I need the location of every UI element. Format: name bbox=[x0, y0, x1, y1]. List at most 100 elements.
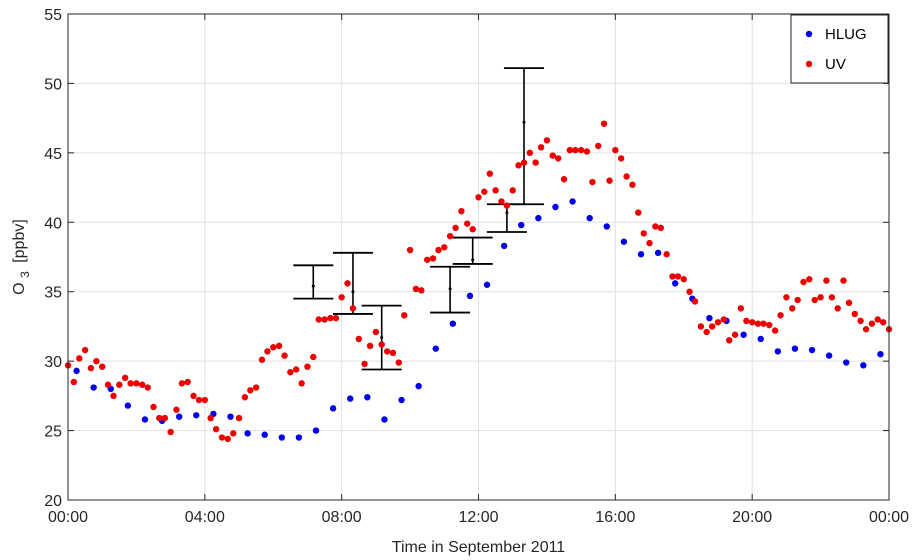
uv-point bbox=[389, 349, 397, 357]
uv-point bbox=[794, 296, 801, 304]
uv-point bbox=[862, 326, 870, 333]
uv-point bbox=[378, 341, 385, 348]
uv-point bbox=[349, 305, 357, 312]
hlug-point bbox=[843, 359, 850, 366]
legend-label-hlug: HLUG bbox=[825, 26, 867, 43]
hlug-point bbox=[312, 427, 320, 434]
uv-point bbox=[646, 239, 653, 247]
uv-point bbox=[743, 317, 750, 325]
hlug-point bbox=[620, 238, 628, 245]
y-tick-label: 25 bbox=[44, 424, 62, 441]
uv-point bbox=[76, 355, 83, 362]
x-tick-label: 08:00 bbox=[322, 509, 362, 526]
uv-point bbox=[327, 314, 334, 322]
uv-point bbox=[697, 323, 705, 330]
uv-point bbox=[452, 224, 459, 232]
error-bar-center bbox=[351, 290, 355, 294]
uv-point bbox=[93, 357, 100, 365]
uv-point bbox=[754, 320, 762, 327]
uv-point bbox=[583, 148, 591, 155]
uv-point bbox=[110, 392, 117, 400]
hlug-point bbox=[415, 382, 422, 390]
uv-point bbox=[235, 414, 243, 422]
uv-point bbox=[195, 396, 203, 404]
uv-point bbox=[834, 305, 841, 312]
uv-point bbox=[281, 352, 288, 359]
uv-point bbox=[366, 342, 374, 350]
uv-point bbox=[606, 177, 613, 184]
uv-point bbox=[252, 384, 260, 391]
uv-point bbox=[811, 296, 818, 304]
x-tick-label: 00:00 bbox=[48, 509, 88, 526]
uv-point bbox=[275, 342, 283, 350]
x-axis-label: Time in September 2011 bbox=[392, 539, 566, 556]
uv-point bbox=[270, 344, 277, 351]
uv-point bbox=[851, 310, 858, 318]
uv-point bbox=[874, 316, 881, 323]
hlug-point bbox=[500, 242, 508, 250]
uv-point bbox=[589, 178, 596, 186]
uv-point bbox=[469, 226, 476, 233]
uv-point bbox=[515, 162, 522, 169]
uv-point bbox=[703, 328, 710, 336]
uv-point bbox=[446, 232, 454, 240]
error-bar-center bbox=[311, 284, 315, 288]
uv-point bbox=[190, 392, 197, 400]
error-bar bbox=[361, 304, 402, 371]
uv-point bbox=[406, 246, 414, 254]
hlug-point bbox=[295, 434, 303, 441]
uv-point bbox=[503, 202, 511, 209]
uv-point bbox=[139, 381, 146, 388]
uv-point bbox=[691, 298, 699, 305]
uv-point bbox=[475, 194, 482, 201]
uv-point bbox=[708, 323, 716, 330]
y-tick-label: 20 bbox=[44, 493, 62, 510]
y-tick-label: 45 bbox=[44, 146, 62, 163]
uv-point bbox=[230, 430, 237, 437]
error-bar-center bbox=[448, 287, 452, 291]
x-tick-label: 00:00 bbox=[869, 509, 909, 526]
uv-point bbox=[486, 170, 493, 177]
uv-point bbox=[87, 364, 95, 372]
hlug-point bbox=[175, 413, 183, 420]
uv-point bbox=[800, 278, 807, 286]
error-bar bbox=[452, 236, 493, 265]
legend-marker-uv bbox=[805, 60, 813, 68]
uv-point bbox=[669, 273, 676, 280]
legend-marker-hlug bbox=[805, 30, 813, 38]
error-bar-center bbox=[471, 258, 475, 262]
uv-point bbox=[640, 230, 647, 237]
uv-point bbox=[566, 146, 574, 154]
uv-point bbox=[247, 387, 254, 394]
uv-point bbox=[777, 312, 784, 319]
uv-point bbox=[686, 288, 693, 295]
uv-point bbox=[748, 319, 756, 326]
uv-point bbox=[435, 246, 442, 254]
uv-point bbox=[663, 251, 670, 258]
x-axis-ticks: 00:00 04:00 08:00 12:00 16:00 20:00 00:00 bbox=[48, 14, 909, 526]
hlug-point bbox=[261, 431, 268, 438]
uv-point bbox=[652, 223, 659, 230]
hlug-point bbox=[90, 384, 97, 391]
uv-point bbox=[635, 209, 642, 216]
uv-point bbox=[498, 198, 505, 205]
uv-point bbox=[520, 159, 528, 166]
uv-point bbox=[70, 378, 78, 386]
uv-point bbox=[817, 294, 824, 301]
uv-point bbox=[600, 120, 608, 127]
error-bar bbox=[332, 251, 373, 315]
uv-point bbox=[623, 173, 630, 180]
uv-point bbox=[395, 359, 402, 366]
uv-point bbox=[332, 314, 340, 322]
error-bar-center bbox=[522, 120, 526, 124]
uv-point bbox=[509, 187, 516, 194]
uv-point bbox=[412, 285, 420, 293]
uv-point bbox=[161, 414, 169, 422]
y-axis-label-unit: [ppbv] bbox=[11, 219, 28, 263]
uv-point bbox=[532, 159, 539, 166]
uv-point bbox=[99, 363, 106, 370]
error-bar-center bbox=[380, 336, 384, 340]
uv-point bbox=[173, 406, 180, 413]
uv-point bbox=[595, 142, 602, 150]
hlug-point bbox=[278, 434, 286, 441]
